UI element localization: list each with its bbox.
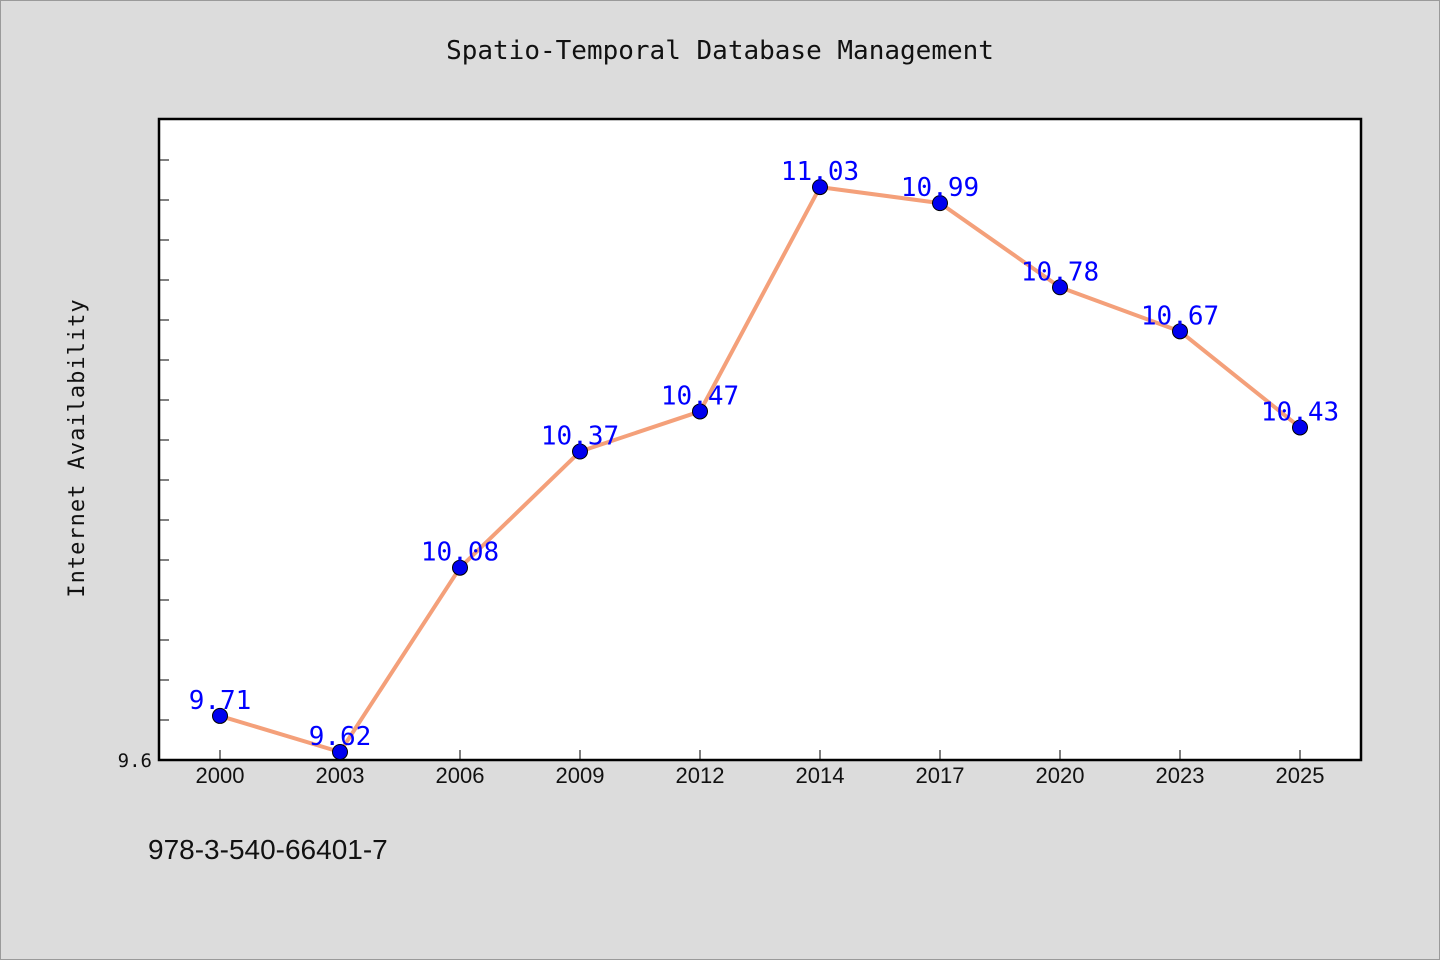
data-point — [1172, 323, 1188, 340]
data-label: 10.43 — [1261, 397, 1339, 427]
data-point — [812, 179, 828, 196]
data-label: 10.78 — [1021, 257, 1099, 287]
data-point — [452, 559, 468, 576]
x-axis-ticks: 2000 2003 2006 2009 2012 2014 2017 2020 2023 2025 — [196, 750, 1325, 788]
series-layer: 9.71 9.62 10.08 10.37 10.47 11.03 10.99 10.78 10… — [189, 157, 1339, 760]
x-tick-label: 2014 — [796, 763, 845, 788]
data-point — [932, 195, 948, 212]
x-tick-label: 2025 — [1276, 763, 1325, 788]
x-tick-label: 2009 — [556, 763, 605, 788]
data-label: 10.67 — [1141, 301, 1219, 331]
data-label: 10.47 — [661, 381, 739, 411]
plot-area — [157, 117, 1363, 762]
data-point — [572, 443, 588, 460]
data-point — [1052, 279, 1068, 296]
x-tick-label: 2000 — [196, 763, 245, 788]
x-tick-label: 2012 — [676, 763, 725, 788]
data-label: 9.71 — [189, 686, 252, 716]
data-label: 10.08 — [421, 538, 499, 568]
data-point — [1292, 419, 1308, 436]
data-label: 10.99 — [901, 173, 979, 203]
footer-code: 978-3-540-66401-7 — [148, 834, 388, 865]
data-point — [332, 743, 348, 760]
data-label: 9.62 — [309, 722, 372, 752]
x-tick-label: 2020 — [1036, 763, 1085, 788]
x-tick-label: 2003 — [316, 763, 365, 788]
data-point — [692, 403, 708, 420]
y-tick-label: 9.6 — [118, 750, 152, 772]
series-line — [219, 185, 1302, 754]
data-point — [212, 707, 228, 724]
chart-title: Spatio-Temporal Database Management — [446, 36, 994, 66]
y-axis-ticks: 9.6 — [118, 159, 169, 772]
x-tick-label: 2023 — [1156, 763, 1205, 788]
x-tick-label: 2006 — [436, 763, 485, 788]
data-label: 11.03 — [781, 157, 859, 187]
y-axis-label: Internet Availability — [65, 298, 90, 597]
x-tick-label: 2017 — [916, 763, 965, 788]
data-label: 10.37 — [541, 422, 619, 452]
